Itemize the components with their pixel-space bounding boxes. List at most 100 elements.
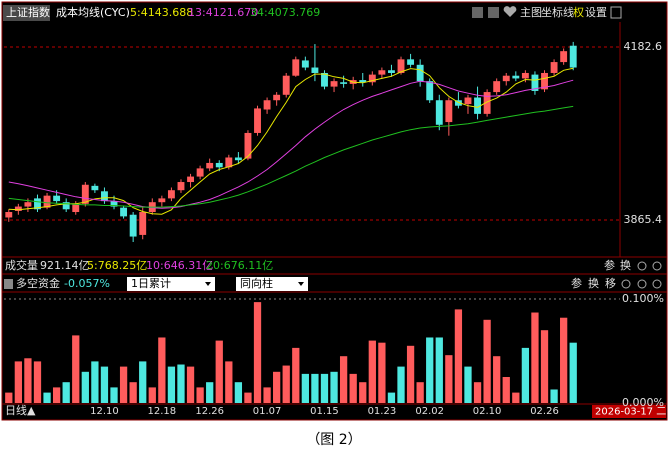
zoom-button[interactable] (652, 261, 662, 271)
bar (234, 382, 243, 403)
bar (5, 392, 13, 403)
bar (110, 387, 118, 403)
bar (292, 347, 300, 403)
candle-body (282, 75, 290, 95)
moving-average-line (8, 67, 574, 215)
panel-button[interactable]: 参 (604, 258, 615, 272)
candle-body (139, 212, 147, 235)
dropdown[interactable] (236, 277, 308, 291)
dropdown-arrow (205, 282, 211, 286)
current-date: 2026-03-17 二 (595, 407, 666, 418)
toolbar-button[interactable]: 设置 (585, 6, 607, 19)
candle-body (273, 94, 281, 101)
panel-button[interactable]: 换 (588, 276, 599, 290)
candle-body (464, 97, 472, 105)
panel-icon[interactable] (637, 279, 647, 289)
toolbar-button[interactable]: 坐标线 (541, 5, 574, 19)
candle-body (81, 184, 89, 204)
bar (24, 358, 32, 403)
x-tick-label: 12.18 (148, 406, 177, 417)
bar (445, 355, 453, 403)
candle-body (435, 100, 443, 125)
bar (253, 302, 262, 403)
bar (206, 382, 214, 403)
toolbar-button[interactable]: 权 (573, 6, 584, 19)
y-tick-label: 0.000% (622, 396, 664, 409)
legend-entry: 5:4143.688 (130, 6, 193, 19)
bar (512, 392, 520, 403)
bar (301, 373, 309, 403)
candle-body (120, 207, 128, 217)
candle-body (187, 176, 194, 183)
bar (72, 335, 80, 403)
candle-body (34, 198, 41, 210)
bar (273, 371, 281, 403)
x-tick-label: 12.10 (90, 406, 119, 417)
bar (550, 389, 558, 403)
candle-body (359, 80, 367, 83)
y-tick-label: 4182.6 (624, 40, 663, 53)
bar (339, 356, 348, 403)
panel-icon[interactable] (621, 279, 631, 289)
bar (282, 365, 290, 403)
candle-body (129, 214, 137, 237)
window-button[interactable] (610, 6, 622, 19)
bar (81, 371, 89, 403)
candle-body (263, 100, 271, 110)
bar (560, 317, 568, 403)
bar (139, 361, 147, 403)
bar (91, 361, 99, 403)
bar (473, 382, 482, 403)
candle-body (110, 201, 118, 207)
candle-body (426, 81, 434, 101)
candle-body (215, 162, 223, 168)
panel-button[interactable]: 换 (620, 258, 631, 272)
panel-title: 多空资金 (16, 276, 60, 290)
candle-body (311, 67, 319, 73)
panel-button[interactable]: 参 (571, 276, 582, 290)
bar (531, 312, 539, 403)
x-tick-label: 01.07 (253, 406, 282, 417)
indicator: 成本均线(CYC) (56, 5, 130, 19)
bar (33, 361, 42, 403)
candle-body (62, 202, 70, 210)
favorite[interactable] (503, 6, 517, 18)
bar (148, 387, 156, 403)
bar (263, 387, 271, 403)
bar (119, 366, 128, 403)
bar (52, 387, 61, 403)
zoom-out[interactable] (488, 7, 499, 18)
panel-value: -0.057% (64, 277, 110, 290)
dropdown[interactable] (127, 277, 215, 291)
period[interactable]: 日线▲ (5, 403, 36, 417)
dropdown-text[interactable]: 同向柱 (240, 276, 273, 290)
candle-body (378, 70, 386, 75)
candle-body (521, 72, 529, 79)
candle-body (24, 202, 32, 207)
x-tick-label: 01.15 (310, 406, 339, 417)
bar (349, 373, 357, 403)
caption: （图 2） (306, 432, 361, 448)
panel-icon[interactable] (652, 279, 662, 289)
candle-body (493, 81, 501, 93)
zoom-in[interactable] (472, 7, 483, 18)
bar (186, 366, 195, 403)
date-box (592, 405, 666, 418)
legend-entry: 13:4121.670 (188, 6, 258, 19)
panel-button[interactable]: 移 (605, 277, 616, 290)
dropdown-text[interactable]: 1日累计 (131, 277, 171, 290)
candle-body (416, 64, 424, 82)
help-icon[interactable] (4, 279, 13, 289)
bar (196, 387, 204, 403)
candle-body (43, 195, 51, 208)
zoom-button[interactable] (637, 261, 647, 271)
candle-body (340, 82, 348, 84)
candle-body (474, 97, 481, 114)
volume-average: 5:768.25亿 (87, 259, 147, 272)
moving-average-line (8, 105, 574, 208)
candle-body (301, 60, 309, 68)
candle-body (254, 108, 261, 133)
bar (426, 337, 434, 403)
toolbar-button[interactable]: 主图 (520, 6, 542, 19)
